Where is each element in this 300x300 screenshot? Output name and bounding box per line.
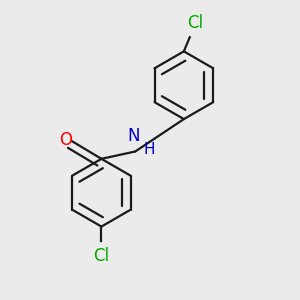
Text: H: H xyxy=(144,142,155,158)
Text: N: N xyxy=(128,127,140,145)
Text: Cl: Cl xyxy=(187,14,203,32)
Text: O: O xyxy=(59,131,72,149)
Text: Cl: Cl xyxy=(93,247,110,265)
